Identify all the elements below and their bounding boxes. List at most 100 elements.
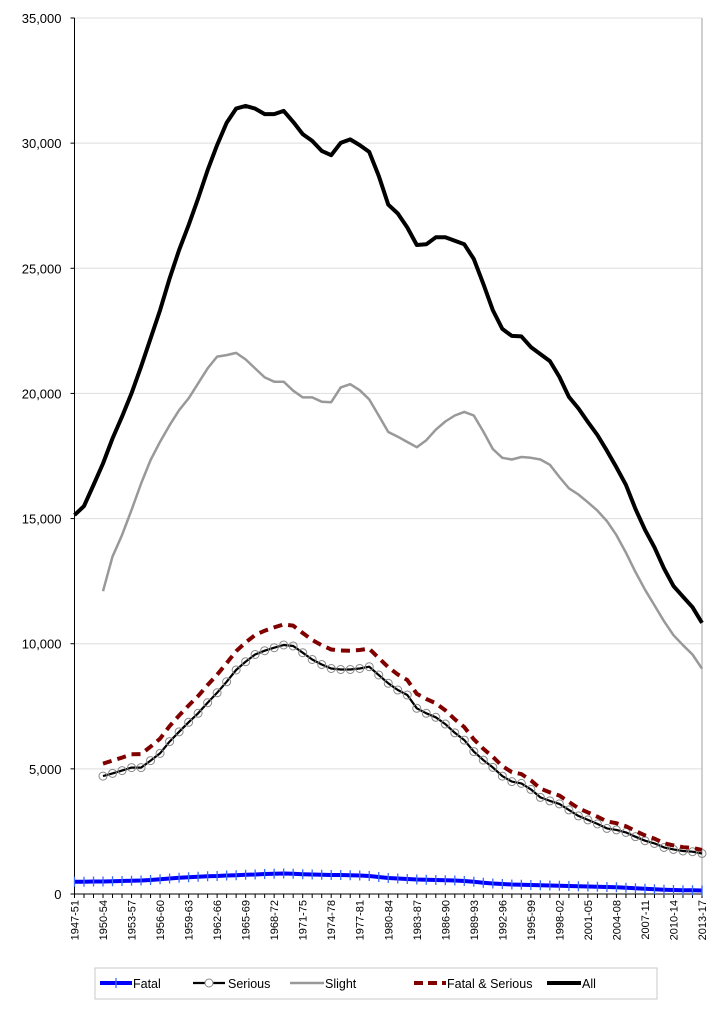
y-tick-label: 5,000 (29, 762, 62, 777)
data-point-serious (203, 698, 213, 708)
x-tick-label: 1965-69 (241, 900, 253, 940)
series-line-all (73, 103, 704, 624)
data-point-serious (459, 735, 469, 745)
x-tick-label: 1968-72 (269, 900, 281, 940)
legend-marker-serious (204, 978, 214, 988)
y-tick-label: 20,000 (22, 386, 62, 401)
data-point-serious (431, 712, 441, 722)
series-line-slight (101, 351, 704, 670)
data-point-serious (222, 677, 232, 687)
y-tick-label: 25,000 (22, 261, 62, 276)
data-point-serious (212, 688, 222, 698)
x-tick-label: 1962-66 (212, 900, 224, 940)
data-point-serious (298, 648, 308, 658)
x-tick-label: 2010-14 (668, 900, 680, 940)
data-point-serious (507, 777, 517, 787)
x-axis: 1947-51 1950-54 1953-57 1956-60 1959-63 1962-… (70, 893, 709, 940)
data-point-serious (374, 670, 384, 680)
data-point-serious (583, 815, 593, 825)
x-tick-label: 1989-93 (469, 900, 481, 940)
legend: Fatal Serious Slight Fatal & Serious All (94, 967, 658, 1000)
y-tick-label: 10,000 (22, 637, 62, 652)
data-point-serious (155, 748, 165, 758)
data-point-serious (383, 678, 393, 688)
data-point-serious (592, 819, 602, 829)
data-point-serious (146, 756, 156, 766)
data-point-serious (488, 762, 498, 772)
data-point-serious (241, 657, 251, 667)
legend-label: Serious (228, 977, 270, 991)
data-point-serious (393, 685, 403, 695)
y-tick-label: 35,000 (22, 11, 62, 26)
x-tick-label: 1995-99 (526, 900, 538, 940)
data-point-serious (279, 640, 289, 650)
data-point-serious (269, 643, 279, 653)
data-point-serious (317, 659, 327, 669)
x-tick-label: 1977-81 (355, 900, 367, 940)
series-lines (73, 103, 707, 896)
data-point-serious (469, 747, 479, 757)
series-line-fatal-and-serious (102, 622, 703, 852)
legend-label: Fatal (133, 977, 161, 991)
x-tick-label: 1998-02 (554, 900, 566, 940)
series-line-serious (102, 643, 703, 855)
data-point-serious (117, 766, 127, 776)
data-point-serious (602, 823, 612, 833)
data-point-serious (412, 703, 422, 713)
y-tick-label: 15,000 (22, 512, 62, 527)
data-point-serious (687, 847, 697, 857)
legend-label: All (582, 977, 596, 991)
data-point-serious (184, 717, 194, 727)
x-tick-label: 2004-08 (611, 900, 623, 940)
data-point-serious (193, 708, 203, 718)
y-axis: 0 5,000 10,000 15,000 20,000 25,000 30,000 35,0… (22, 11, 75, 902)
data-point-serious (516, 778, 526, 788)
x-tick-label: 1986-90 (440, 900, 452, 940)
data-point-serious (260, 646, 270, 656)
x-tick-label: 1971-75 (298, 900, 310, 940)
legend-label: Slight (325, 977, 357, 991)
x-tick-label: 1953-57 (127, 900, 139, 940)
data-point-serious (478, 755, 488, 765)
x-tick-label: 1956-60 (155, 900, 167, 940)
data-point-serious (402, 690, 412, 700)
y-tick-label: 30,000 (22, 136, 62, 151)
data-point-serious (355, 663, 365, 673)
legend-item: Slight (290, 977, 357, 991)
data-point-serious (336, 664, 346, 674)
data-point-serious (250, 649, 260, 659)
x-tick-label: 1950-54 (98, 900, 110, 940)
x-tick-label: 2007-11 (640, 900, 652, 940)
x-tick-label: 1980-84 (383, 900, 395, 940)
data-point-serious (345, 664, 355, 674)
x-tick-label: 1947-51 (70, 900, 82, 940)
x-tick-label: 1983-87 (412, 900, 424, 940)
data-point-serious (611, 825, 621, 835)
data-point-serious (127, 763, 137, 773)
x-tick-label: 2013-17 (697, 900, 709, 940)
data-point-serious (440, 719, 450, 729)
data-point-serious (659, 842, 669, 852)
data-point-serious (231, 665, 241, 675)
data-point-serious (554, 799, 564, 809)
legend-item: Fatal & Serious (414, 977, 532, 991)
legend-item: All (547, 977, 596, 991)
data-point-serious (497, 771, 507, 781)
data-point-serious (364, 662, 374, 672)
data-point-serious (165, 737, 175, 747)
gridlines (74, 17, 703, 894)
data-point-serious (326, 663, 336, 673)
data-point-serious (136, 763, 146, 773)
data-point-serious (421, 708, 431, 718)
data-point-serious (526, 784, 536, 794)
legend-item: Serious (193, 977, 270, 991)
data-point-serious (573, 811, 583, 821)
x-tick-label: 1974-78 (326, 900, 338, 940)
data-point-serious (630, 832, 640, 842)
data-point-serious (545, 796, 555, 806)
legend-label: Fatal & Serious (447, 977, 532, 991)
data-point-serious (564, 805, 574, 815)
data-point-serious (450, 728, 460, 738)
data-point-serious (288, 641, 298, 651)
